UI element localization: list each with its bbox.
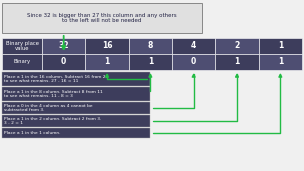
Bar bbox=[129, 54, 172, 70]
Text: 1: 1 bbox=[148, 57, 153, 67]
Text: 4: 4 bbox=[191, 42, 196, 50]
Bar bbox=[2, 72, 150, 86]
Text: Place a 1 in the 1 column.: Place a 1 in the 1 column. bbox=[4, 131, 60, 135]
Text: 0: 0 bbox=[191, 57, 196, 67]
Bar bbox=[259, 38, 302, 54]
Bar bbox=[42, 38, 85, 54]
Text: 16: 16 bbox=[102, 42, 112, 50]
Text: 1: 1 bbox=[104, 57, 110, 67]
Text: 1: 1 bbox=[278, 57, 283, 67]
Bar bbox=[2, 38, 42, 54]
Text: Since 32 is bigger than 27 this column and any others
to the left will not be ne: Since 32 is bigger than 27 this column a… bbox=[27, 13, 177, 23]
Bar bbox=[215, 38, 259, 54]
Bar bbox=[2, 54, 42, 70]
Bar bbox=[2, 87, 150, 101]
Bar bbox=[85, 54, 129, 70]
Bar bbox=[172, 38, 215, 54]
Bar bbox=[2, 128, 150, 138]
Text: Place a 1 in the 8 column. Subtract 8 from 11
to see what remains. 11 - 8 = 3: Place a 1 in the 8 column. Subtract 8 fr… bbox=[4, 90, 103, 98]
Bar bbox=[2, 102, 150, 114]
Bar bbox=[215, 54, 259, 70]
Bar bbox=[85, 38, 129, 54]
Bar bbox=[2, 115, 150, 127]
Bar bbox=[2, 3, 202, 33]
Text: 8: 8 bbox=[148, 42, 153, 50]
Text: 0: 0 bbox=[61, 57, 66, 67]
Text: Place a 0 in the 4 column as 4 cannot be
subtracted from 3.: Place a 0 in the 4 column as 4 cannot be… bbox=[4, 104, 93, 112]
Text: 1: 1 bbox=[234, 57, 240, 67]
Bar bbox=[129, 38, 172, 54]
Bar bbox=[42, 54, 85, 70]
Text: Place a 1 in the 16 column. Subtract 16 from 27
to see what remains. 27 - 16 = 1: Place a 1 in the 16 column. Subtract 16 … bbox=[4, 75, 108, 83]
Text: 32: 32 bbox=[58, 42, 69, 50]
Text: 1: 1 bbox=[278, 42, 283, 50]
Text: 2: 2 bbox=[234, 42, 240, 50]
Bar bbox=[172, 54, 215, 70]
Bar bbox=[259, 54, 302, 70]
Text: Binary: Binary bbox=[13, 60, 31, 64]
Text: Place a 1 in the 2 column. Subtract 2 from 3.
3 - 2 = 1: Place a 1 in the 2 column. Subtract 2 fr… bbox=[4, 117, 101, 125]
Text: Binary place
value: Binary place value bbox=[5, 41, 39, 51]
